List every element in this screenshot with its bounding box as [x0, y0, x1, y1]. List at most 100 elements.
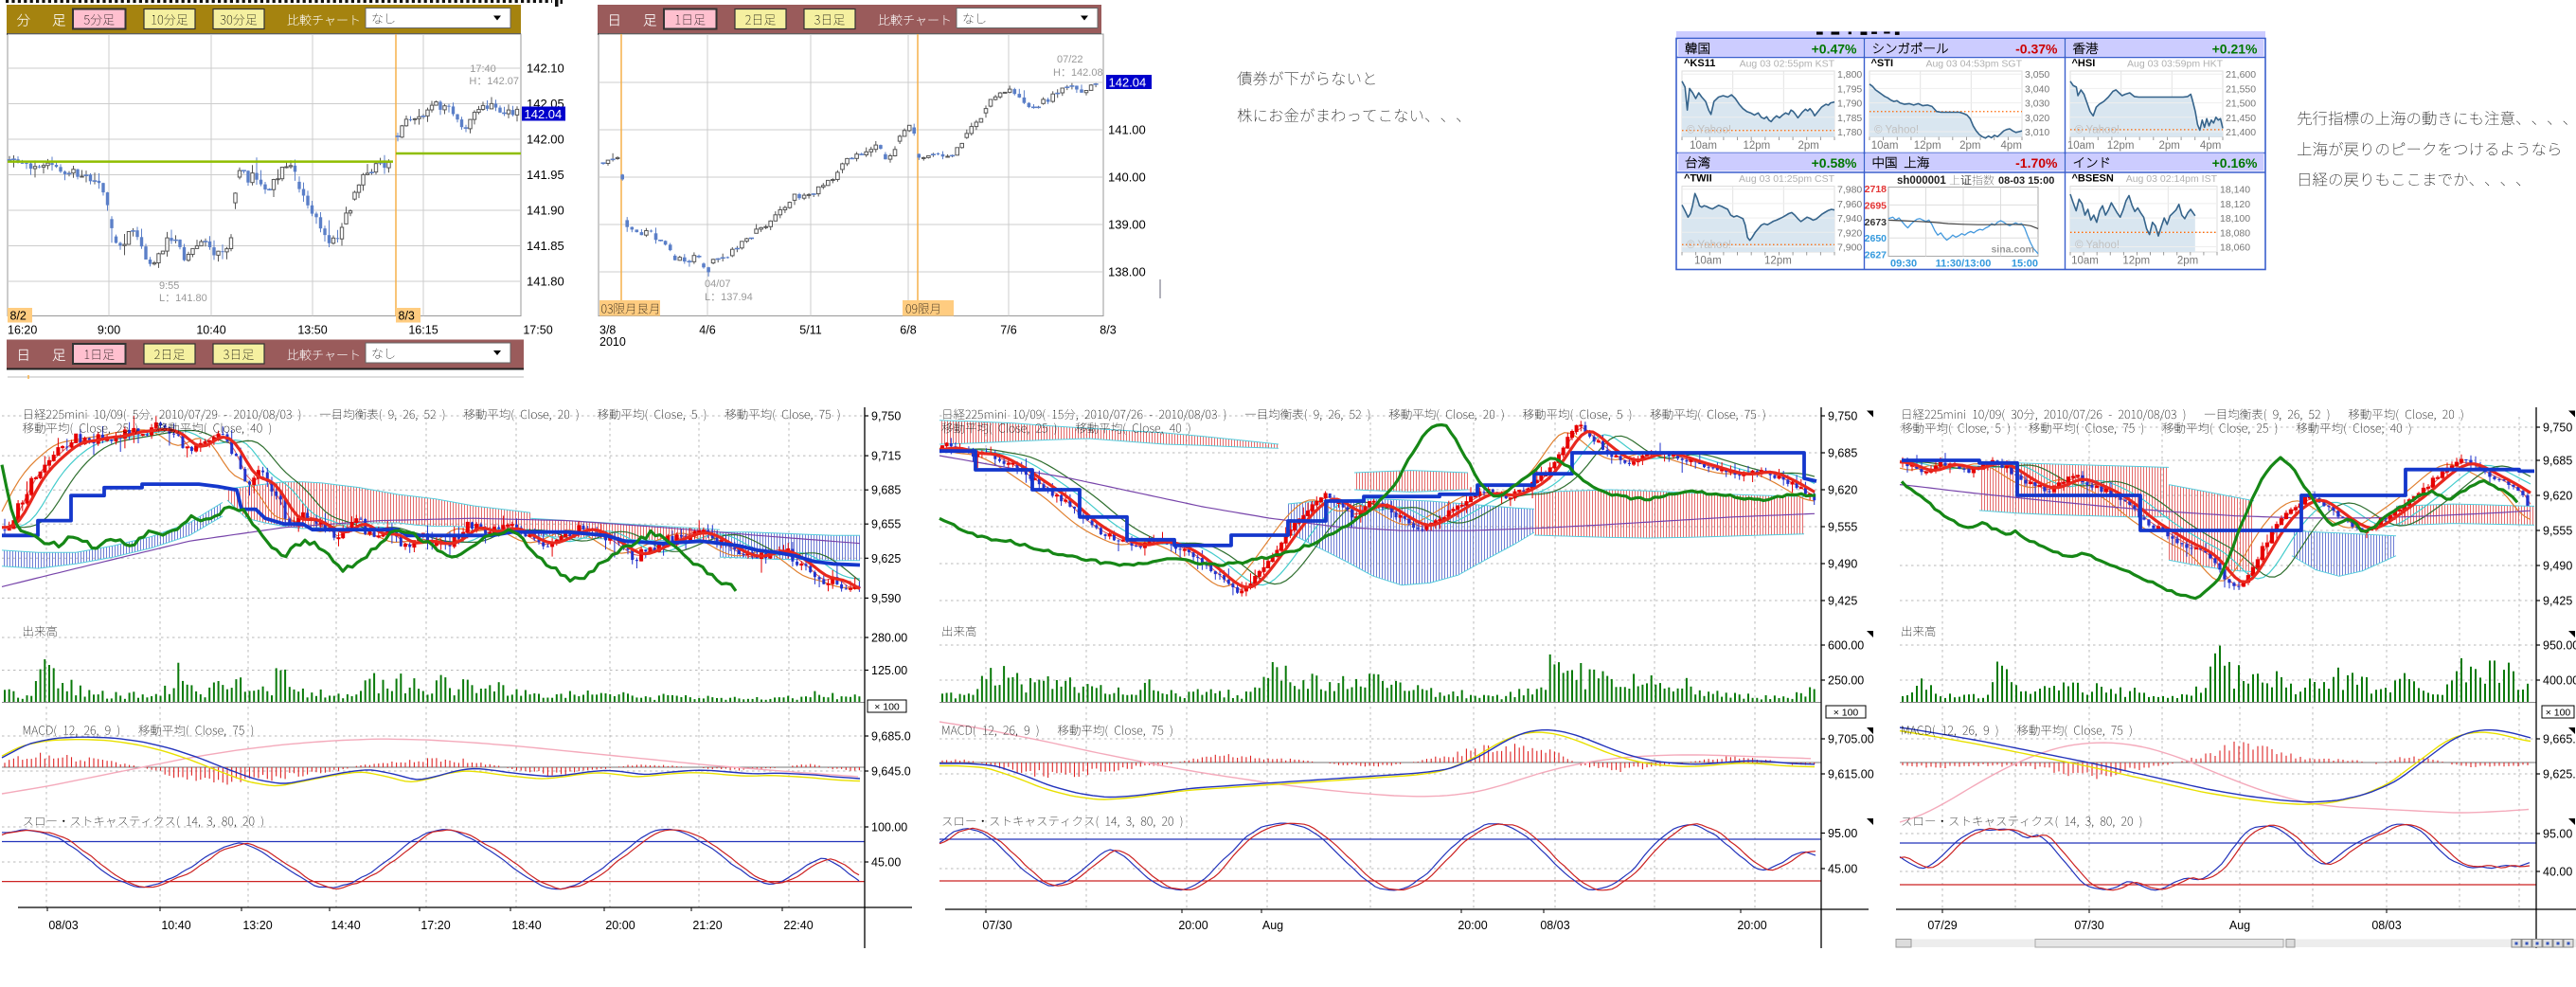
svg-text:10am: 10am	[2071, 256, 2099, 267]
svg-text:100.00: 100.00	[871, 821, 907, 834]
svg-text:sina.com: sina.com	[1991, 244, 2034, 256]
svg-text:9,615.00: 9,615.00	[1828, 768, 1874, 781]
svg-text:142.04: 142.04	[1109, 76, 1147, 90]
svg-text:8/3: 8/3	[399, 310, 415, 323]
svg-text:9,685.0: 9,685.0	[871, 730, 911, 744]
svg-text:17:50: 17:50	[523, 324, 552, 337]
svg-text:142.04: 142.04	[525, 107, 563, 121]
svg-text:40.00: 40.00	[2543, 866, 2572, 879]
svg-text:© Yahoo!: © Yahoo!	[1687, 125, 1731, 136]
svg-text:+0.47%: +0.47%	[1812, 42, 1857, 57]
svg-text:9,715: 9,715	[871, 450, 901, 463]
svg-text:7,980: 7,980	[1837, 185, 1862, 196]
svg-text:12pm: 12pm	[1764, 256, 1792, 267]
svg-text:5/11: 5/11	[799, 324, 821, 337]
svg-text:sh000001: sh000001	[1897, 175, 1946, 187]
svg-text:6/8: 6/8	[900, 324, 916, 337]
svg-text:2pm: 2pm	[1798, 140, 1818, 152]
svg-text:9,490: 9,490	[2543, 560, 2572, 573]
svg-text:10:40: 10:40	[196, 324, 225, 337]
svg-text:22:40: 22:40	[783, 919, 813, 932]
svg-text:3,040: 3,040	[2025, 83, 2049, 95]
svg-text:18,140: 18,140	[2220, 185, 2250, 196]
svg-text:^HSI: ^HSI	[2072, 58, 2096, 69]
svg-text:45.00: 45.00	[871, 856, 901, 870]
svg-text:^KS11: ^KS11	[1684, 58, 1715, 69]
svg-text:20:00: 20:00	[1458, 919, 1487, 932]
svg-text:3,050: 3,050	[2025, 69, 2049, 81]
svg-text:07/30: 07/30	[982, 919, 1011, 932]
svg-text:12pm: 12pm	[1914, 140, 1941, 152]
svg-text:9:00: 9:00	[98, 324, 120, 337]
svg-text:95.00: 95.00	[1828, 827, 1857, 840]
svg-text:21,500: 21,500	[2226, 99, 2256, 110]
svg-text:3,020: 3,020	[2025, 113, 2049, 124]
svg-text:^BSESN: ^BSESN	[2072, 173, 2114, 185]
svg-text:9,490: 9,490	[1828, 558, 1857, 571]
svg-text:4pm: 4pm	[2200, 140, 2221, 152]
svg-text:3/8: 3/8	[599, 324, 616, 337]
svg-text:9,590: 9,590	[871, 592, 901, 605]
svg-text:600.00: 600.00	[1828, 639, 1864, 653]
svg-text:9:55: 9:55	[159, 280, 179, 292]
svg-text:2pm: 2pm	[1959, 140, 1980, 152]
svg-text:7,960: 7,960	[1837, 199, 1862, 210]
svg-text:2010: 2010	[599, 335, 626, 349]
svg-text:138.00: 138.00	[1108, 265, 1146, 279]
svg-text:9,685: 9,685	[871, 484, 901, 497]
svg-text:© Yahoo!: © Yahoo!	[1874, 125, 1919, 136]
svg-text:Aug: Aug	[2229, 919, 2250, 932]
svg-text:2695: 2695	[1865, 200, 1887, 211]
svg-text:18:40: 18:40	[511, 919, 541, 932]
svg-text:Aug 03 02:14pm IST: Aug 03 02:14pm IST	[2126, 173, 2218, 185]
svg-text:9,685: 9,685	[1828, 447, 1857, 460]
svg-text:10am: 10am	[1690, 140, 1717, 152]
svg-text:9,425: 9,425	[1828, 595, 1857, 608]
svg-text:20:00: 20:00	[1178, 919, 1208, 932]
svg-text:95.00: 95.00	[2543, 828, 2572, 841]
svg-text:7,940: 7,940	[1837, 213, 1862, 224]
svg-text:2pm: 2pm	[2177, 256, 2198, 267]
svg-text:11:30/13:00: 11:30/13:00	[1936, 259, 1992, 270]
svg-text:1,790: 1,790	[1837, 99, 1862, 110]
svg-text:3,030: 3,030	[2025, 99, 2049, 110]
svg-text:L：141.80: L：141.80	[159, 293, 207, 304]
svg-text:9,625.: 9,625.	[2543, 768, 2576, 781]
svg-text:9,620: 9,620	[2543, 490, 2572, 503]
svg-text:10am: 10am	[1694, 256, 1722, 267]
svg-text:8/2: 8/2	[10, 310, 27, 323]
svg-text:141.80: 141.80	[527, 275, 564, 289]
svg-text:141.95: 141.95	[527, 168, 564, 182]
svg-text:250.00: 250.00	[1828, 674, 1864, 688]
svg-text:2627: 2627	[1865, 250, 1887, 261]
svg-text:141.85: 141.85	[527, 239, 564, 253]
svg-text:+0.21%: +0.21%	[2212, 42, 2258, 57]
svg-text:139.00: 139.00	[1108, 218, 1146, 232]
svg-text:12pm: 12pm	[1743, 140, 1770, 152]
svg-text:9,705.00: 9,705.00	[1828, 733, 1874, 746]
svg-text:07/30: 07/30	[2074, 919, 2103, 932]
svg-text:7/6: 7/6	[1000, 324, 1016, 337]
svg-text:H：142.08: H：142.08	[1053, 67, 1103, 79]
svg-text:Aug: Aug	[1262, 919, 1283, 932]
svg-text:10am: 10am	[2067, 140, 2095, 152]
svg-text:21:20: 21:20	[692, 919, 722, 932]
svg-text:Aug 03 02:55pm KST: Aug 03 02:55pm KST	[1740, 59, 1835, 70]
svg-text:8/3: 8/3	[1100, 324, 1116, 337]
svg-text:21,400: 21,400	[2226, 127, 2256, 138]
svg-text:08-03 15:00: 08-03 15:00	[1998, 175, 2054, 187]
svg-text:20:00: 20:00	[605, 919, 635, 932]
svg-text:141.00: 141.00	[1108, 123, 1146, 137]
svg-text:18,060: 18,060	[2220, 242, 2250, 254]
svg-text:9,655: 9,655	[871, 518, 901, 531]
svg-text:10am: 10am	[1871, 140, 1899, 152]
svg-text:× 100: × 100	[1834, 708, 1859, 719]
svg-text:12pm: 12pm	[2122, 256, 2150, 267]
svg-text:10:40: 10:40	[161, 919, 190, 932]
svg-text:Aug 03 04:53pm SGT: Aug 03 04:53pm SGT	[1925, 59, 2022, 70]
svg-text:© Yahoo!: © Yahoo!	[2075, 240, 2120, 251]
svg-text:^STI: ^STI	[1871, 58, 1894, 69]
svg-text:9,645.0: 9,645.0	[871, 765, 911, 779]
svg-text:18,100: 18,100	[2220, 213, 2250, 224]
svg-text:1,780: 1,780	[1837, 127, 1862, 138]
